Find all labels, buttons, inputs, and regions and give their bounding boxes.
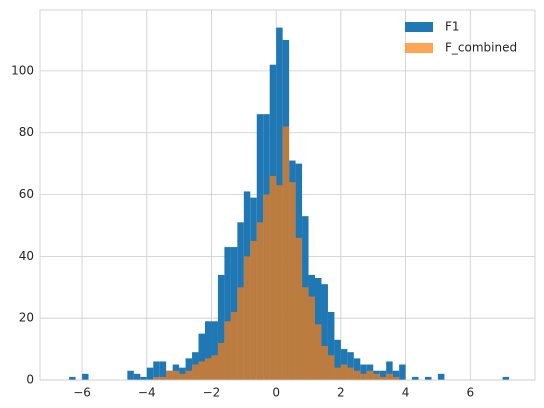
histogram-bar [308, 296, 315, 380]
x-tick-label: 6 [466, 386, 474, 400]
histogram-bar [69, 376, 76, 380]
histogram-bar [366, 370, 374, 380]
histogram-bar [127, 370, 134, 380]
histogram-bar [392, 370, 400, 380]
histogram-bar [321, 345, 328, 380]
x-tick-label: −6 [73, 386, 91, 400]
histogram-bar [334, 367, 341, 380]
histogram-bar [386, 361, 393, 380]
x-tick-label: 4 [402, 386, 410, 400]
x-tick-label: −4 [138, 386, 156, 400]
histogram-bar [360, 364, 367, 380]
histogram-bar [146, 367, 154, 380]
histogram-bar [185, 370, 193, 380]
histogram-bar [217, 342, 225, 380]
y-tick-label: 20 [19, 311, 34, 325]
y-tick-label: 80 [19, 125, 34, 139]
legend-label: F_combined [445, 41, 517, 55]
histogram-bar [263, 194, 270, 380]
histogram-bar [392, 376, 400, 380]
histogram-bar [315, 324, 322, 380]
histogram-bar [133, 373, 141, 380]
histogram-bar [334, 339, 341, 380]
histogram-bar [82, 373, 89, 380]
histogram-bar [198, 361, 205, 380]
histogram-bar [353, 370, 361, 380]
histogram-bar [437, 373, 445, 380]
histogram-bar [198, 333, 205, 380]
histogram-bar [340, 364, 348, 380]
histogram-bar [276, 185, 283, 380]
histogram-bar [340, 349, 348, 380]
histogram-bar [166, 370, 173, 380]
histogram-bar [347, 352, 354, 380]
histogram-bar [302, 287, 309, 380]
legend-label: F1 [445, 20, 460, 34]
histogram-bar [347, 367, 354, 380]
histogram-bar [412, 376, 419, 380]
histogram-bar [153, 376, 160, 380]
histogram-bar [159, 361, 167, 380]
histogram-bar [425, 376, 432, 380]
histogram-bar [211, 321, 218, 380]
histogram-bar [192, 364, 199, 380]
histogram-bar [386, 373, 393, 380]
histogram-bar [237, 287, 244, 380]
histogram-bar [243, 256, 251, 380]
histogram-bar [282, 126, 290, 381]
histogram-bar [185, 358, 193, 380]
histogram-bar [153, 361, 160, 380]
histogram-bar [205, 321, 212, 380]
histogram-bar [373, 373, 380, 380]
histogram-bar [172, 370, 180, 380]
histogram-bar [327, 355, 335, 380]
histogram-bar [224, 247, 231, 380]
x-tick-label: −2 [203, 386, 221, 400]
histogram-bar [159, 376, 167, 380]
histogram-bar [224, 321, 231, 380]
histogram-bar [140, 376, 147, 380]
histogram-bar [353, 358, 361, 380]
histogram-bar [321, 284, 328, 380]
histogram-bar [502, 376, 510, 380]
x-tick-label: 2 [337, 386, 345, 400]
y-tick-label: 0 [26, 373, 34, 387]
histogram-bar [399, 364, 406, 380]
histogram-bar [379, 376, 387, 380]
plot-frame [39, 9, 536, 381]
y-tick-label: 40 [19, 249, 34, 263]
histogram-bar [295, 237, 303, 380]
histogram-bar [256, 222, 264, 380]
histogram-bar [217, 274, 225, 380]
histogram-bar [250, 240, 257, 380]
y-tick-label: 60 [19, 187, 34, 201]
x-tick-label: 0 [272, 386, 280, 400]
histogram-bar [211, 355, 218, 380]
histogram-bar [327, 311, 335, 380]
y-tick-label: 100 [11, 63, 34, 77]
legend-swatch [405, 43, 433, 53]
histogram-bar [230, 311, 238, 380]
histogram-bar [360, 373, 367, 380]
histogram-bar [289, 182, 296, 380]
histogram-bar [269, 175, 277, 380]
legend-swatch [405, 22, 433, 32]
histogram-bar [205, 358, 212, 380]
histogram-bar [379, 370, 387, 380]
histogram-bar [179, 373, 186, 380]
